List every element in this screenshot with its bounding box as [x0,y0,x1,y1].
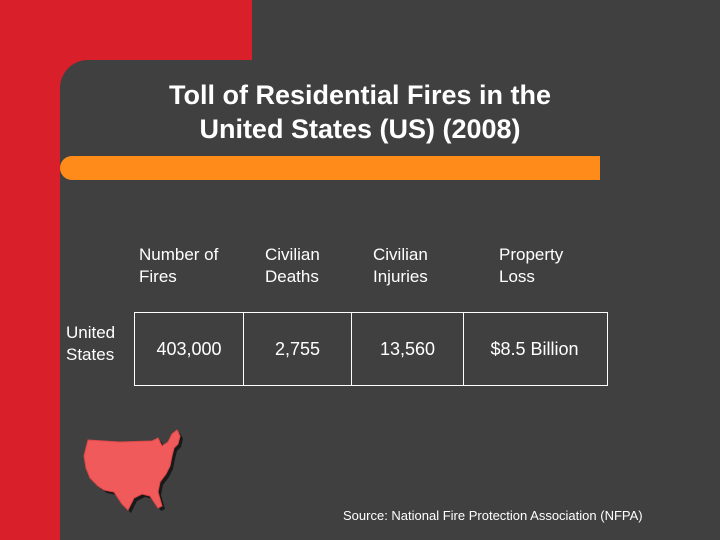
column-header-line: Number of [139,245,219,264]
cell-property-loss: $8.5 Billion [463,313,605,385]
slide-title: Toll of Residential Fires in the United … [100,78,620,146]
title-line-2: United States (US) (2008) [199,114,521,144]
column-header-line: Fires [139,267,177,286]
column-header-line: Deaths [265,267,319,286]
cell-fires: 403,000 [156,338,222,359]
title-line-1: Toll of Residential Fires in the [168,80,552,110]
column-header-line: Civilian [265,245,320,264]
column-header-injuries: Civilian Injuries [373,244,428,288]
orange-divider-bar [60,156,600,180]
us-map-icon [83,429,183,513]
column-header-line: Property [499,245,564,264]
data-row: 403,000 2,755 13,560 $8.5 Billion [134,312,608,386]
column-header-fires: Number of Fires [139,244,218,288]
column-header-line: Civilian [373,245,428,264]
dark-top-strip [252,0,720,60]
row-header-line: States [66,345,115,364]
column-header-deaths: Civilian Deaths [265,244,320,288]
column-header-line: Loss [499,267,535,286]
column-header-line: Injuries [373,267,428,286]
row-header-line: United [66,323,116,342]
cell-injuries: 13,560 [351,313,463,385]
column-header-property-loss: Property Loss [499,244,563,288]
row-header-united-states: United States [66,322,115,366]
source-citation: Source: National Fire Protection Associa… [343,508,643,523]
cell-deaths: 2,755 [243,313,351,385]
